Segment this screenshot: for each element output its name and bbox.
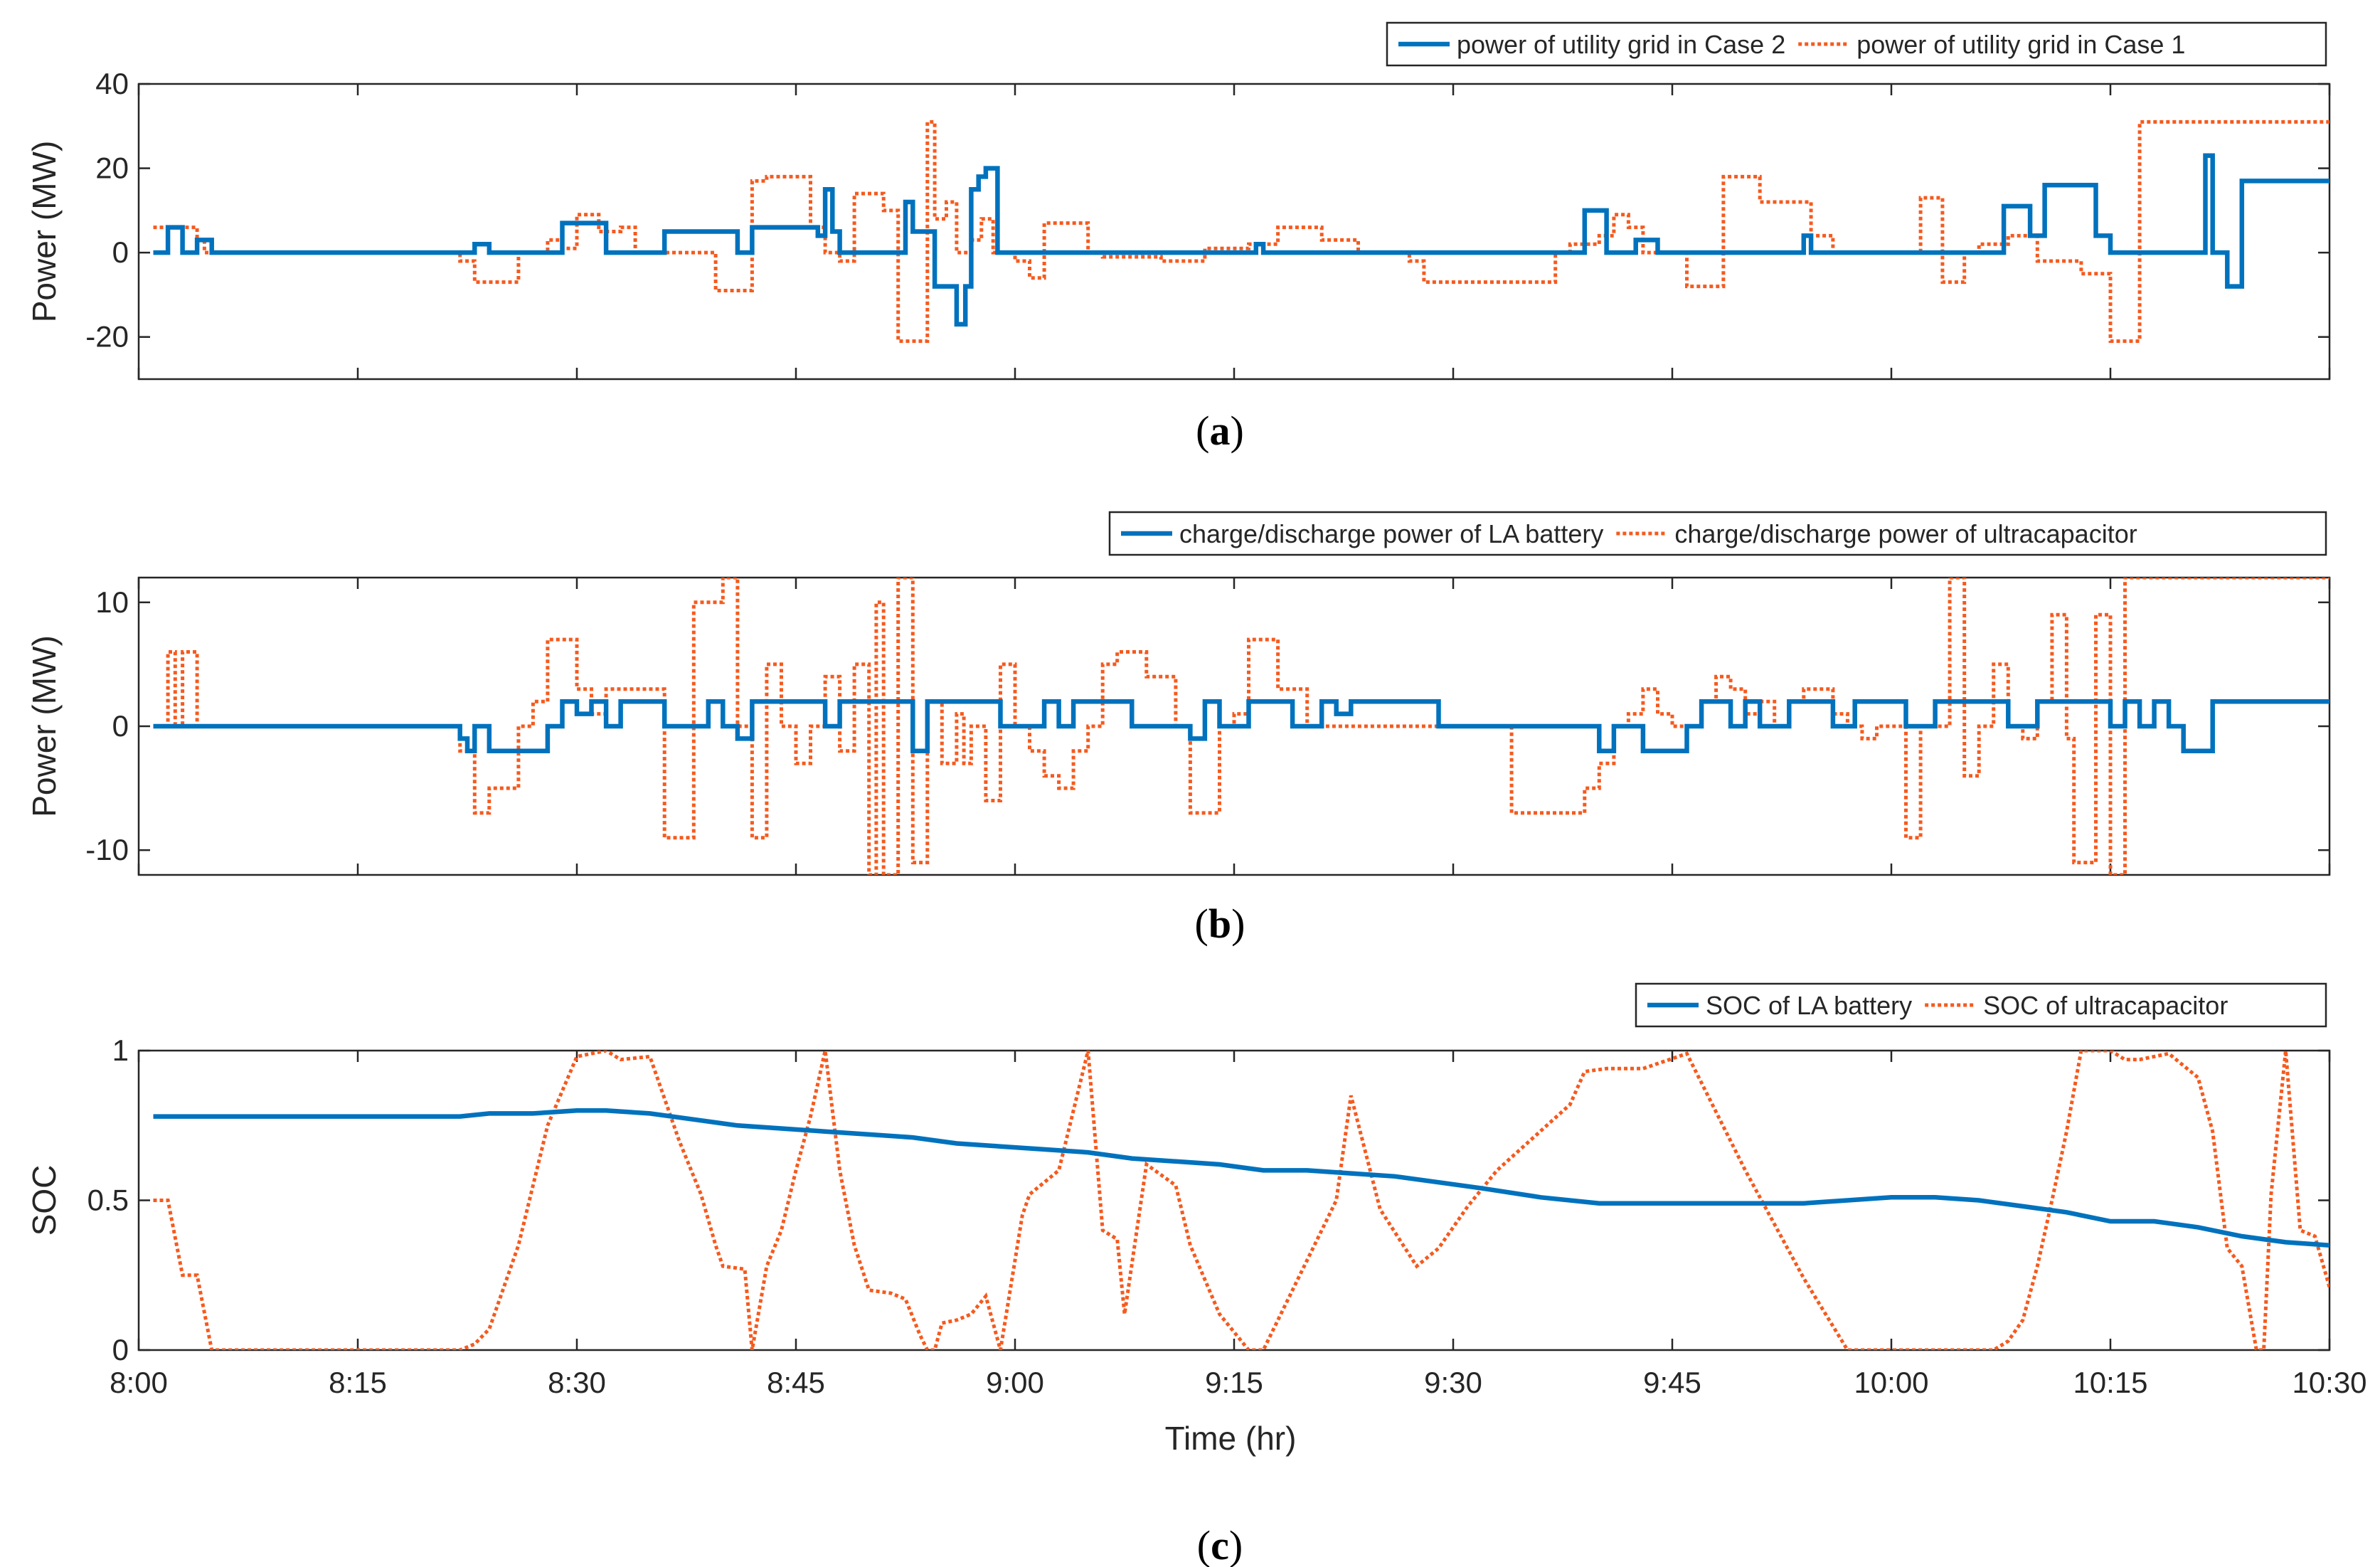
x-tick-label: 10:30: [2292, 1366, 2366, 1399]
y-tick-label: 0: [112, 235, 129, 269]
x-tick-label: 9:15: [1205, 1366, 1263, 1399]
series-line-c-0: [153, 1107, 2329, 1248]
legend-a: power of utility grid in Case 2 power of …: [1386, 21, 2327, 67]
series-line-a-1: [153, 119, 2329, 344]
x-tick-label: 8:45: [767, 1366, 825, 1399]
y-tick-label: 0: [112, 709, 129, 743]
series-line-c-1: [153, 1051, 2329, 1350]
x-axis-label-c: Time (hr): [1165, 1420, 1297, 1457]
legend-c: SOC of LA battery SOC of ultracapacitor: [1635, 982, 2327, 1028]
x-tick-label: 8:00: [110, 1366, 168, 1399]
series-line-b-1: [153, 578, 2329, 875]
legend-box-c: [1635, 982, 2327, 1028]
panel-caption-a: (a): [1196, 408, 1244, 454]
legend-label-a-0: power of utility grid in Case 2: [1457, 30, 1785, 59]
x-tick-label: 10:15: [2073, 1366, 2147, 1399]
legend-label-b-1: charge/discharge power of ultracapacitor: [1674, 519, 2137, 548]
y-tick-label: 0: [112, 1333, 129, 1366]
x-tick-label: 8:15: [329, 1366, 387, 1399]
panel-caption-c: (c): [1197, 1522, 1243, 1567]
legend-label-c-0: SOC of LA battery: [1706, 991, 1912, 1020]
plot-area-c: [137, 1049, 2331, 1351]
legend-label-c-1: SOC of ultracapacitor: [1983, 991, 2228, 1020]
series-line-a-0: [153, 153, 2329, 327]
x-tick-label: 9:00: [986, 1366, 1044, 1399]
y-tick-label: -10: [85, 833, 129, 866]
panel-c: 8:00 8:15 8:30 8:45 9:00 9:15 9:30 9:45 10:00 10:…: [26, 982, 2367, 1567]
legend-b: charge/discharge power of LA battery char…: [1108, 511, 2327, 556]
plot-area-a: [137, 83, 2331, 381]
x-tick-label: 9:45: [1643, 1366, 1701, 1399]
x-tick-label: 10:00: [1854, 1366, 1928, 1399]
y-tick-label: 40: [95, 67, 129, 100]
y-tick-label: 10: [95, 585, 129, 619]
y-tick-label: 20: [95, 152, 129, 185]
panel-caption-b: (b): [1195, 901, 1245, 947]
y-axis-label-c: SOC: [26, 1165, 63, 1236]
x-tick-label: 8:30: [548, 1366, 606, 1399]
x-tick-label: 9:30: [1424, 1366, 1482, 1399]
legend-box-b: [1108, 511, 2327, 556]
series-line-b-0: [153, 698, 2329, 754]
legend-box-a: [1386, 21, 2327, 67]
y-axis-label-b: Power (MW): [26, 635, 63, 817]
legend-label-a-1: power of utility grid in Case 1: [1856, 30, 2185, 59]
y-tick-label: -20: [85, 320, 129, 354]
y-axis-label-a: Power (MW): [26, 141, 63, 323]
y-tick-label: 0.5: [87, 1184, 129, 1217]
y-tick-label: 1: [112, 1034, 129, 1067]
panel-a: -20 0 20 40 Power (MW) power of utility grid …: [26, 21, 2331, 454]
panel-b: -10 0 10 Power (MW) charge/discharge power o…: [26, 511, 2331, 947]
legend-label-b-0: charge/discharge power of LA battery: [1179, 519, 1603, 548]
